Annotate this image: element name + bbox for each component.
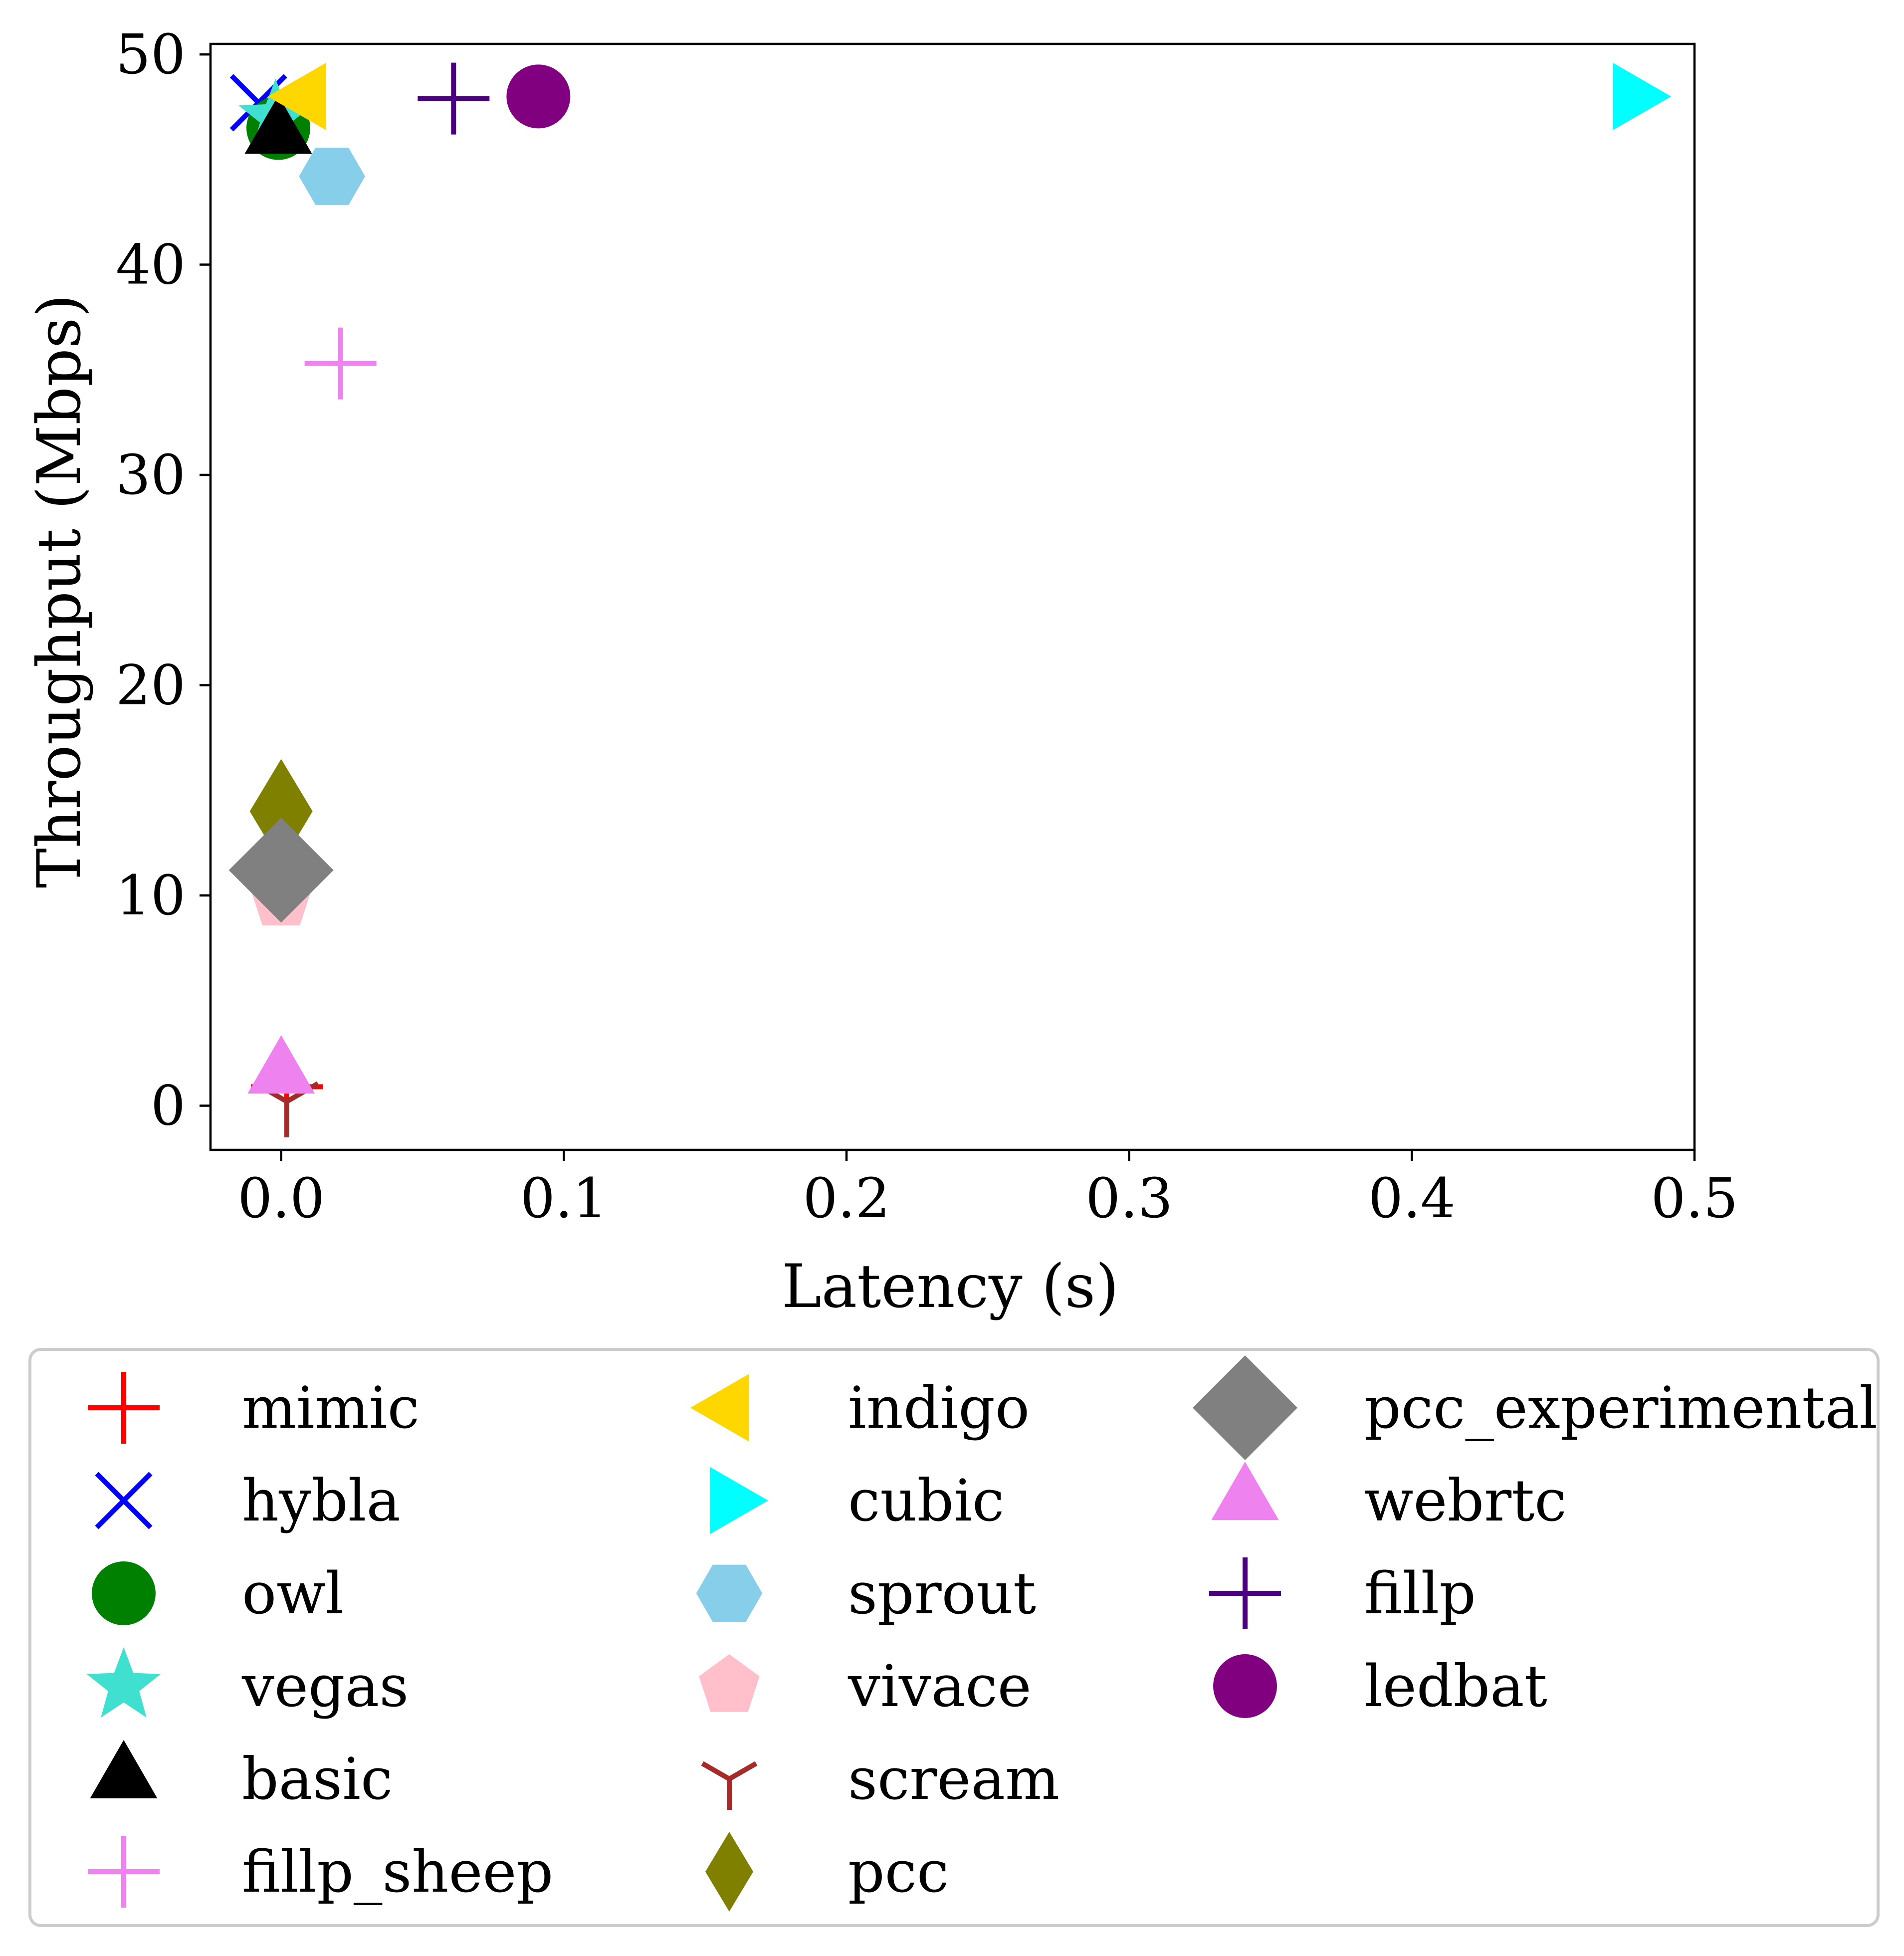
- y-tick-label: 30: [116, 443, 186, 507]
- legend-item-cubic: cubic: [710, 1467, 1004, 1534]
- legend-item-indigo: indigo: [690, 1374, 1030, 1442]
- legend-item-ledbat: ledbat: [1213, 1653, 1547, 1720]
- y-tick-label: 50: [116, 22, 186, 86]
- x-tick-label: 0.1: [520, 1166, 608, 1230]
- point-cubic: [1613, 62, 1672, 130]
- legend-marker: [690, 1374, 749, 1442]
- point-ledbat: [506, 64, 571, 129]
- legend-marker: [86, 1647, 161, 1718]
- legend-label: ledbat: [1364, 1653, 1547, 1720]
- point-sprout: [299, 148, 365, 205]
- legend-box: [28, 1348, 1880, 1927]
- legend-label: pcc: [848, 1839, 949, 1906]
- legend-item-fillp: fillp: [1209, 1557, 1476, 1629]
- x-axis-label: Latency (s): [782, 1252, 1119, 1321]
- legend-item-webrtc: webrtc: [1211, 1462, 1567, 1534]
- legend-item-scream: scream: [701, 1746, 1059, 1813]
- point-webrtc: [247, 1035, 315, 1094]
- legend-label: hybla: [242, 1468, 401, 1534]
- legend-marker: [710, 1467, 768, 1534]
- legend-item-basic: basic: [90, 1740, 393, 1813]
- point-fillp: [418, 62, 490, 135]
- y-tick-label: 20: [116, 653, 186, 717]
- legend-item-vegas: vegas: [86, 1647, 409, 1720]
- legend-marker: [701, 1761, 758, 1810]
- legend-marker: [1209, 1557, 1281, 1629]
- plot-frame: [209, 42, 1696, 1151]
- legend-label: sprout: [848, 1560, 1036, 1627]
- legend-item-pcc-experimental: pcc_experimental: [1193, 1355, 1878, 1460]
- legend-item-fillp-sheep: fillp_sheep: [88, 1836, 553, 1908]
- y-tick-label: 40: [116, 233, 186, 297]
- legend-item-mimic: mimic: [88, 1372, 420, 1444]
- legend-marker: [699, 1654, 760, 1712]
- data-points: [228, 62, 1672, 1138]
- point-basic: [244, 95, 312, 154]
- legend-item-hybla: hybla: [95, 1468, 401, 1534]
- x-axis: 0.0 0.1 0.2 0.3 0.4 0.5: [237, 1150, 1738, 1230]
- legend-label: scream: [848, 1746, 1059, 1813]
- legend-item-vivace: vivace: [699, 1653, 1032, 1720]
- x-tick-label: 0.5: [1651, 1166, 1738, 1230]
- legend-label: mimic: [242, 1375, 420, 1442]
- point-indigo: [267, 62, 326, 130]
- x-tick-label: 0.3: [1085, 1166, 1173, 1230]
- legend-marker: [88, 1372, 160, 1444]
- y-tick-label: 10: [116, 864, 186, 927]
- legend-marker: [705, 1832, 753, 1912]
- legend-label: webrtc: [1364, 1468, 1567, 1534]
- legend-label: vivace: [847, 1653, 1032, 1720]
- legend-item-owl: owl: [92, 1560, 344, 1627]
- point-pcc-experimental: [228, 818, 334, 923]
- legend-marker: [90, 1740, 158, 1798]
- legend-label: cubic: [848, 1468, 1004, 1534]
- legend-label: fillp: [1364, 1560, 1476, 1627]
- x-tick-label: 0.4: [1368, 1166, 1456, 1230]
- legend-label: basic: [242, 1746, 393, 1813]
- legend-marker: [95, 1472, 153, 1529]
- plot-area: [209, 42, 1696, 1151]
- y-axis: 0 10 20 30 40 50: [116, 22, 211, 1137]
- x-tick-label: 0.0: [237, 1166, 325, 1230]
- legend-marker: [1213, 1654, 1277, 1718]
- legend-label: owl: [242, 1560, 344, 1627]
- legend-marker: [88, 1836, 160, 1908]
- legend-item-sprout: sprout: [696, 1560, 1036, 1627]
- legend-label: pcc_experimental: [1364, 1375, 1878, 1442]
- legend-label: fillp_sheep: [242, 1839, 553, 1906]
- x-tick-label: 0.2: [803, 1166, 890, 1230]
- y-axis-label: Throughput (Mbps): [25, 294, 94, 888]
- legend-marker: [92, 1561, 156, 1625]
- legend-label: indigo: [848, 1375, 1030, 1442]
- legend-marker: [1211, 1462, 1279, 1520]
- legend-label: vegas: [241, 1653, 409, 1720]
- y-tick-label: 0: [151, 1074, 186, 1137]
- legend-marker: [696, 1564, 763, 1622]
- point-fillp-sheep: [304, 327, 377, 400]
- legend-marker: [1193, 1355, 1297, 1460]
- legend: mimic hybla owl vegas basic fillp_sheep indigo…: [28, 1348, 1880, 1927]
- legend-item-pcc: pcc: [705, 1832, 949, 1912]
